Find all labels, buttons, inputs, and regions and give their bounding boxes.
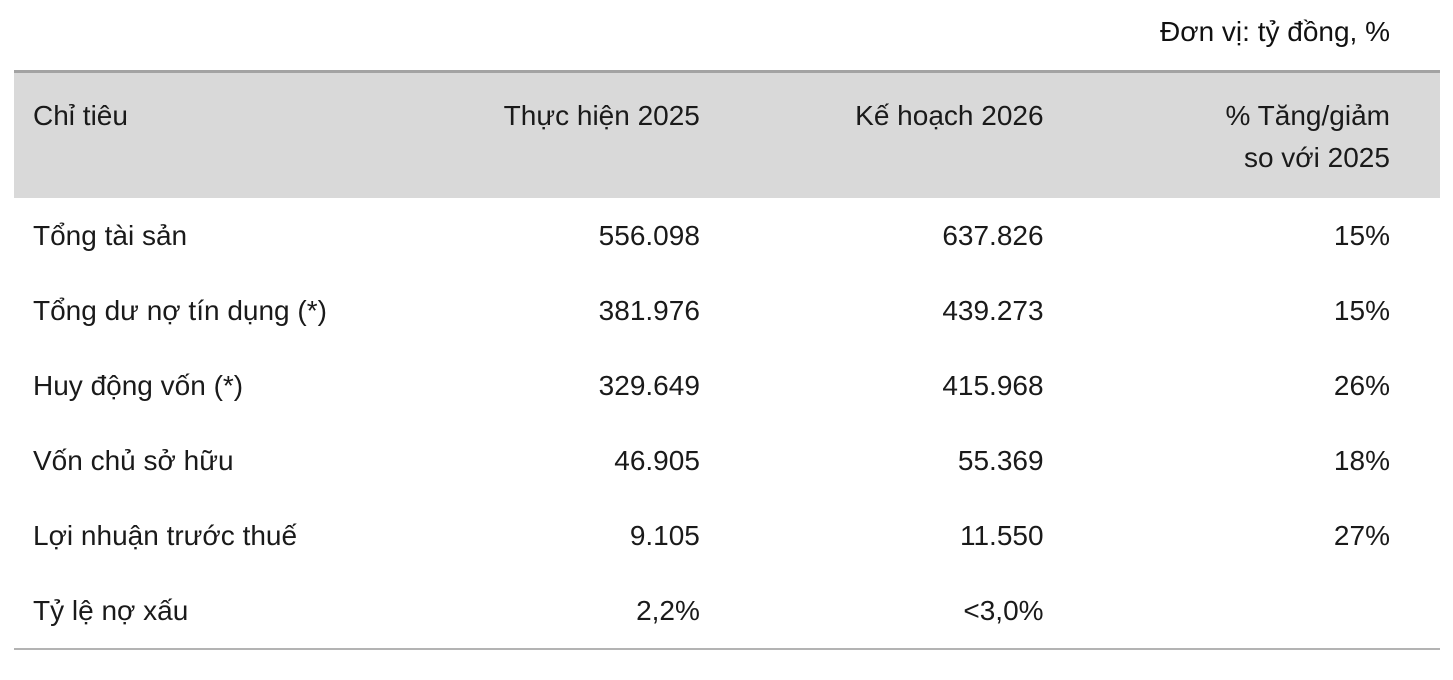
row-label: Tỷ lệ nợ xấu [33,594,189,626]
header-actual-2025: Thực hiện 2025 [503,100,700,131]
table-row: Huy động vốn (*) 329.649 415.968 26% [14,348,1440,423]
row-label: Huy động vốn (*) [33,369,244,401]
cell-change-pct: 26% [1333,369,1390,401]
header-criteria: Chỉ tiêu [33,100,128,131]
cell-change-pct: 15% [1333,294,1390,326]
table-row: Tổng tài sản 556.098 637.826 15% [14,198,1440,273]
financial-targets-table: Chỉ tiêu Thực hiện 2025 Kế hoạch 2026 % … [14,70,1440,650]
header-change-pct-line1: % Tăng/giảm [1225,100,1390,131]
table-row: Lợi nhuận trước thuế 9.105 11.550 27% [14,498,1440,573]
table-row: Tỷ lệ nợ xấu 2,2% <3,0% [14,573,1440,648]
cell-plan-2026: 11.550 [959,519,1044,551]
cell-actual-2025: 556.098 [598,219,700,251]
cell-plan-2026: <3,0% [963,594,1044,626]
unit-note: Đơn vị: tỷ đồng, % [1159,16,1390,47]
header-change-pct-line2: so với 2025 [1243,142,1390,173]
cell-plan-2026: 439.273 [942,294,1044,326]
cell-actual-2025: 381.976 [598,294,700,326]
row-label: Lợi nhuận trước thuế [33,519,298,551]
table-body: Tổng tài sản 556.098 637.826 15% Tổng dư… [14,198,1440,650]
cell-change-pct: 15% [1333,219,1390,251]
cell-change-pct: 27% [1333,519,1390,551]
cell-plan-2026: 637.826 [942,219,1044,251]
cell-actual-2025: 329.649 [598,369,700,401]
row-label: Tổng dư nợ tín dụng (*) [33,294,327,326]
cell-actual-2025: 46.905 [614,444,700,476]
cell-plan-2026: 55.369 [957,444,1044,476]
table-row: Tổng dư nợ tín dụng (*) 381.976 439.273 … [14,273,1440,348]
header-change-pct: % Tăng/giảm so với 2025 [1044,73,1440,198]
header-plan-2026: Kế hoạch 2026 [855,100,1044,131]
table-row: Vốn chủ sở hữu 46.905 55.369 18% [14,423,1440,498]
row-label: Vốn chủ sở hữu [33,444,234,476]
cell-change-pct: 18% [1333,444,1390,476]
cell-actual-2025: 9.105 [629,519,700,551]
table-header-row: Chỉ tiêu Thực hiện 2025 Kế hoạch 2026 % … [14,70,1440,198]
cell-plan-2026: 415.968 [942,369,1044,401]
row-label: Tổng tài sản [33,219,188,251]
cell-actual-2025: 2,2% [636,594,700,626]
